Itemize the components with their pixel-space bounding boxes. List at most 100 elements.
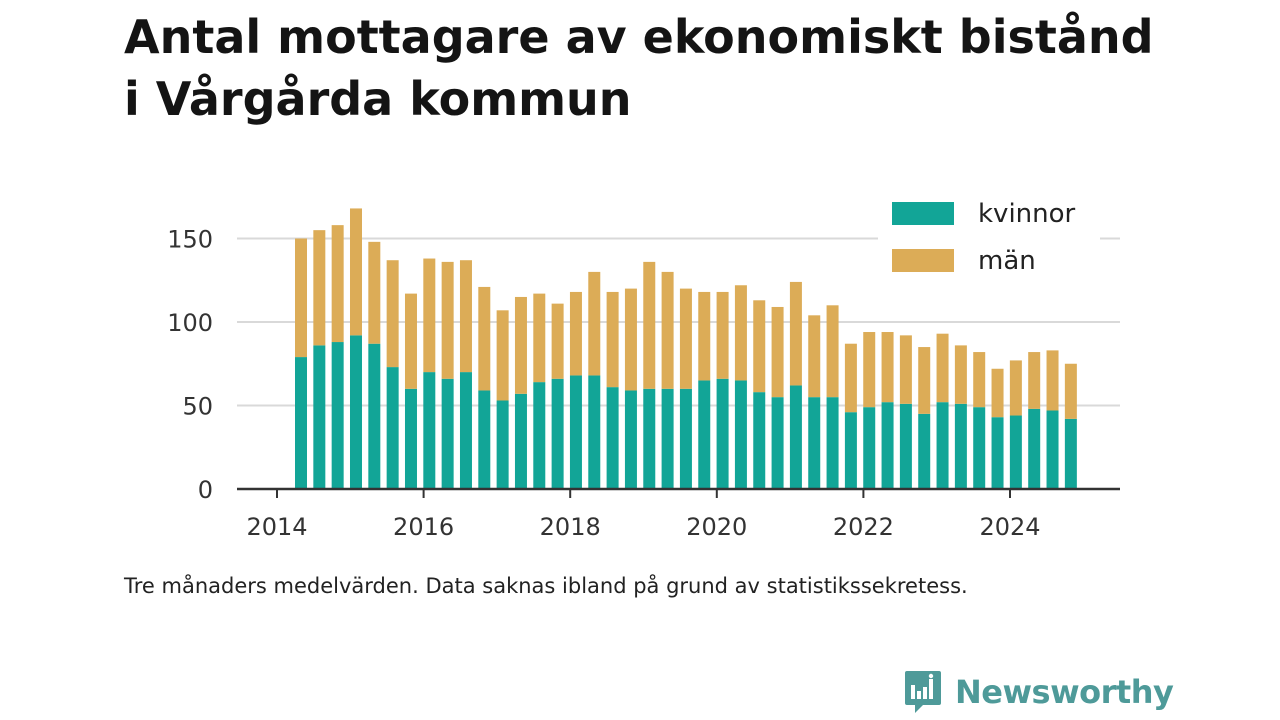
bar-kvinnor	[1064, 418, 1077, 489]
legend-label-man: män	[978, 246, 1036, 276]
bar-kvinnor	[551, 378, 564, 489]
bar-kvinnor	[918, 413, 931, 489]
bar-man	[606, 291, 619, 388]
bar-man	[991, 368, 1004, 418]
axes: 0 50 100 150 2014 2016 2018 2020 2022 2024	[167, 226, 1120, 541]
bar-man	[569, 291, 582, 376]
bar-man	[936, 333, 949, 403]
bar-kvinnor	[478, 390, 491, 489]
bar-man	[459, 260, 472, 373]
x-tick-label: 2020	[686, 513, 747, 541]
bar-kvinnor	[734, 380, 747, 489]
bar-man	[331, 225, 344, 343]
bar-man	[313, 230, 326, 346]
bar-man	[588, 271, 601, 376]
bar-kvinnor	[496, 400, 509, 489]
brand-name: Newsworthy	[955, 673, 1174, 711]
bar-man	[881, 332, 894, 403]
x-tick-label: 2022	[833, 513, 894, 541]
bar-man	[496, 310, 509, 401]
bar-kvinnor	[441, 378, 454, 489]
bar-man	[551, 303, 564, 379]
bar-kvinnor	[899, 403, 912, 489]
bar-man	[1028, 352, 1041, 409]
bar-kvinnor	[771, 397, 784, 489]
y-tick-label: 100	[167, 309, 213, 337]
bar-kvinnor	[679, 388, 692, 489]
legend-label-kvinnor: kvinnor	[978, 199, 1076, 229]
bar-kvinnor	[588, 375, 601, 489]
x-tick-label: 2018	[540, 513, 601, 541]
bar-man	[423, 258, 436, 373]
bar-man	[478, 286, 491, 391]
x-tick-label: 2014	[246, 513, 307, 541]
bar-man	[716, 291, 729, 379]
y-tick-label: 50	[182, 393, 213, 421]
bar-man	[533, 293, 546, 383]
bar-man	[863, 332, 876, 408]
chart-caption: Tre månaders medelvärden. Data saknas ib…	[124, 574, 968, 598]
newsworthy-logo-icon	[905, 671, 941, 713]
chart-title-line-1: Antal mottagare av ekonomiskt bistånd	[124, 10, 1154, 64]
bar-kvinnor	[991, 417, 1004, 489]
bar-man	[349, 208, 362, 336]
bar-kvinnor	[349, 335, 362, 489]
chart-title: Antal mottagare av ekonomiskt bistånd i …	[124, 6, 1224, 130]
bar-man	[826, 305, 839, 398]
bar-man	[368, 241, 381, 344]
bar-man	[918, 347, 931, 414]
bar-kvinnor	[386, 367, 399, 489]
bar-man	[844, 343, 857, 413]
bar-man	[441, 261, 454, 379]
bar-kvinnor	[643, 388, 656, 489]
bar-kvinnor	[331, 342, 344, 489]
bar-kvinnor	[368, 343, 381, 489]
bar-man	[1009, 360, 1022, 416]
bar-kvinnor	[826, 397, 839, 489]
legend-swatch-kvinnor	[892, 202, 954, 225]
bar-kvinnor	[973, 407, 986, 489]
bar-kvinnor	[404, 388, 417, 489]
bar-kvinnor	[624, 390, 637, 489]
bar-man	[514, 296, 527, 394]
x-tick-label: 2016	[393, 513, 454, 541]
bar-kvinnor	[423, 372, 436, 489]
bar-kvinnor	[1009, 415, 1022, 489]
bar-kvinnor	[459, 372, 472, 489]
bar-man	[698, 291, 711, 381]
bars	[295, 208, 1077, 489]
bar-kvinnor	[789, 385, 802, 489]
bar-man	[679, 288, 692, 389]
bar-man	[771, 306, 784, 398]
bar-man	[404, 293, 417, 389]
bar-man	[899, 335, 912, 404]
bar-man	[661, 271, 674, 389]
bar-man	[1064, 363, 1077, 419]
bar-kvinnor	[606, 387, 619, 489]
chart-title-line-2: i Vårgårda kommun	[124, 72, 632, 126]
bar-kvinnor	[1028, 408, 1041, 489]
bar-man	[295, 238, 307, 358]
bar-man	[789, 281, 802, 386]
bar-man	[753, 300, 766, 393]
bar-man	[734, 285, 747, 381]
bar-man	[386, 260, 399, 368]
bar-kvinnor	[514, 393, 527, 489]
bar-kvinnor	[313, 345, 326, 489]
bar-kvinnor	[863, 407, 876, 489]
bar-kvinnor	[954, 403, 967, 489]
bar-kvinnor	[661, 388, 674, 489]
brand-logo: Newsworthy	[903, 668, 1174, 716]
bar-kvinnor	[1046, 410, 1059, 489]
bar-kvinnor	[569, 375, 582, 489]
bar-man	[624, 288, 637, 391]
bar-kvinnor	[753, 392, 766, 489]
bar-man	[643, 261, 656, 389]
y-tick-label: 0	[198, 476, 213, 504]
bar-kvinnor	[716, 378, 729, 489]
bar-kvinnor	[881, 402, 894, 489]
bar-kvinnor	[808, 397, 821, 489]
bar-man	[973, 352, 986, 408]
x-tick-label: 2024	[979, 513, 1040, 541]
